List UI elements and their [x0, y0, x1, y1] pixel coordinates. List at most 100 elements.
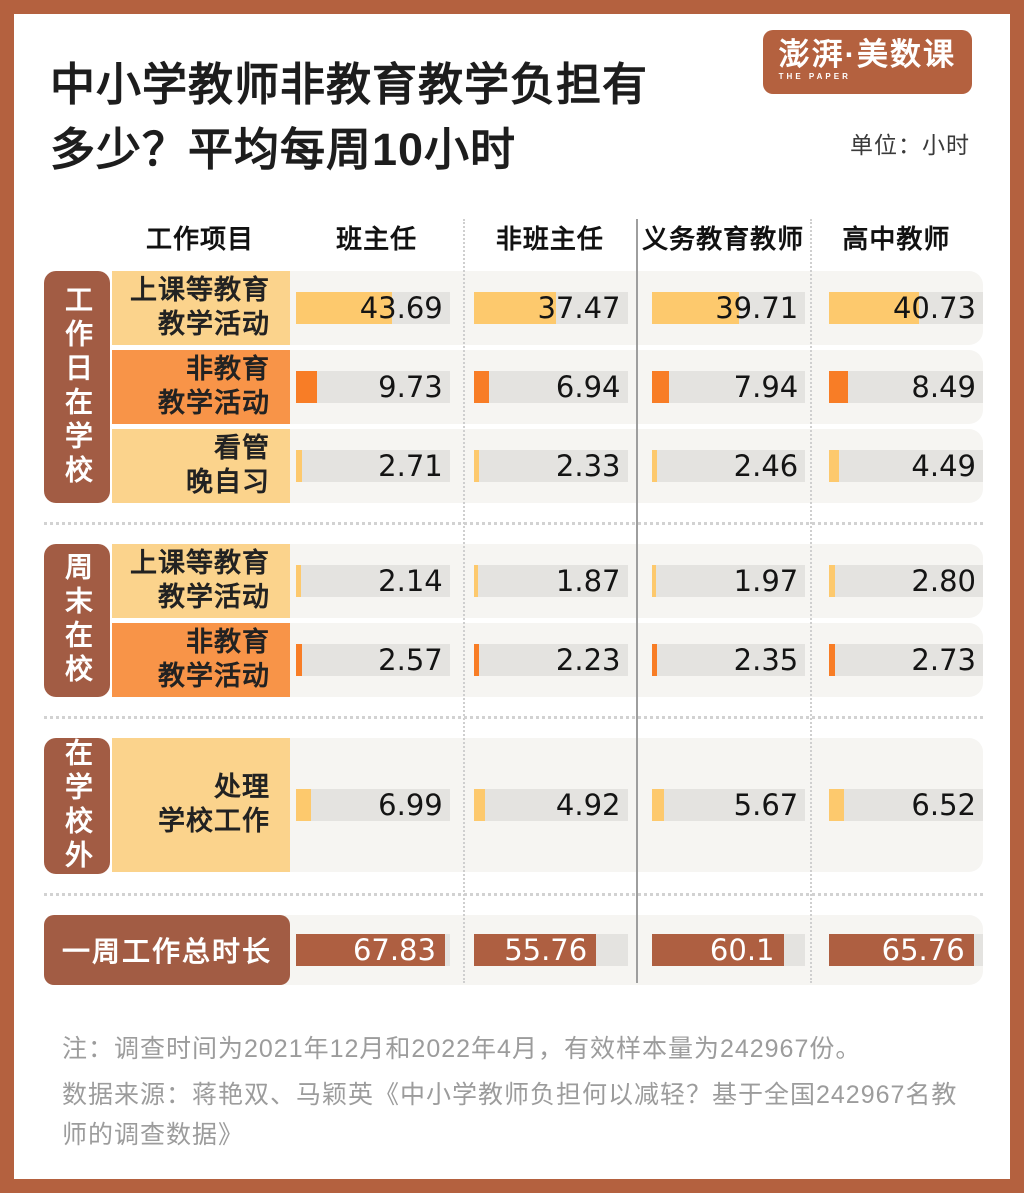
- bar-track: 1.87: [473, 563, 628, 598]
- bar-track: 6.94: [473, 369, 628, 404]
- row-label: 上课等教育 教学活动: [112, 543, 290, 618]
- bar-fill: 60.1: [651, 933, 784, 967]
- bar-track: 67.83: [296, 932, 450, 967]
- bar-value: 8.49: [911, 369, 976, 404]
- row-group: 在学校外 处理 学校工作 6.99 4.92 5.67 6.52: [44, 737, 983, 874]
- note-text: 注：调查时间为2021年12月和2022年4月，有效样本量为242967份。: [62, 1034, 862, 1063]
- bar-track: 2.71: [296, 449, 450, 483]
- group-label: 在学校外: [44, 737, 110, 874]
- bar-track: 2.80: [829, 563, 983, 598]
- the-paper-logo: 澎湃·美数课 THE PAPER: [762, 30, 972, 94]
- masthead: 中小学教师非教育教学负担有 多少？平均每周10小时 澎湃·美数课 THE PAPE…: [14, 14, 1010, 183]
- bar-value: 4.92: [555, 787, 621, 822]
- bar-cell: 2.33: [473, 449, 628, 483]
- bar-track: 2.14: [296, 563, 450, 598]
- bar-track: 40.73: [829, 290, 983, 325]
- bar-value: 1.87: [555, 563, 621, 598]
- bar-value: 2.14: [378, 563, 443, 598]
- row-label-line: 教学活动: [158, 308, 270, 339]
- row-label-line: 上课等教育: [130, 274, 270, 305]
- bar-fill: [651, 788, 664, 821]
- group-separator-total: [44, 892, 983, 896]
- bar-value: 2.73: [911, 642, 976, 677]
- bar-track: 2.57: [296, 643, 450, 677]
- bar-value: 2.35: [733, 642, 799, 677]
- bar-fill: 65.76: [829, 932, 974, 967]
- table-row: 上课等教育 教学活动 43.69 37.47 39.71 40.73: [112, 270, 983, 345]
- bar-value: 7.94: [733, 369, 799, 404]
- bar-value: 4.49: [911, 448, 976, 483]
- row-label-line: 晚自习: [186, 466, 270, 497]
- group-rows: 上课等教育 教学活动 43.69 37.47 39.71 40.73 非教育 教学活动 9.73…: [112, 270, 983, 503]
- bar-fill: [296, 643, 302, 676]
- row-label: 非教育 教学活动: [112, 622, 290, 697]
- column-headers: 班主任 非班主任 义务教育教师 高中教师: [290, 219, 983, 256]
- bar-cell: 7.94: [651, 369, 806, 404]
- table-row: 非教育 教学活动 9.73 6.94 7.94 8.49: [112, 349, 983, 424]
- page-title: 中小学教师非教育教学负担有 多少？平均每周10小时: [50, 52, 974, 183]
- bar-cell: 1.97: [651, 564, 806, 598]
- bar-cell: 8.49: [829, 369, 983, 404]
- row-label: 上课等教育 教学活动: [112, 270, 290, 345]
- table-body: 工作日在学校 上课等教育 教学活动 43.69 37.47 39.71 40.73 非教育 教学…: [44, 270, 983, 874]
- row-bars: 43.69 37.47 39.71 40.73: [290, 271, 983, 345]
- row-bars: 9.73 6.94 7.94 8.49: [290, 350, 983, 424]
- row-label-line: 教学活动: [158, 387, 270, 418]
- bar-cell: 2.23: [473, 643, 628, 677]
- bar-cell: 2.57: [296, 643, 450, 677]
- bar-track: 5.67: [651, 788, 806, 822]
- bar-track: 65.76: [829, 932, 983, 967]
- total-row-label: 一周工作总时长: [44, 914, 290, 985]
- column-header-3: 义务教育教师: [642, 224, 805, 254]
- bar-cell: 60.1: [651, 933, 806, 967]
- bar-cell: 6.94: [473, 369, 628, 404]
- bar-fill: [651, 291, 739, 324]
- bar-cell: 67.83: [296, 932, 450, 967]
- bar-value: 39.71: [715, 290, 799, 325]
- bar-fill: 67.83: [296, 932, 445, 967]
- bar-value: 55.76: [504, 932, 588, 967]
- bar-fill: [651, 564, 656, 597]
- bar-track: 2.33: [473, 449, 628, 483]
- bar-track: 6.52: [829, 788, 983, 822]
- bar-cell: 5.67: [651, 788, 806, 822]
- title-line-2: 多少？平均每周10小时: [50, 124, 517, 176]
- bar-value: 2.80: [911, 563, 976, 598]
- bar-value: 43.69: [359, 290, 443, 325]
- logo-text: 澎湃·美数课: [778, 37, 956, 72]
- column-divider-dashed-2: [810, 218, 812, 983]
- bar-cell: 2.73: [829, 642, 983, 677]
- bar-fill: [296, 564, 301, 597]
- bar-track: 4.92: [473, 787, 628, 822]
- row-label: 非教育 教学活动: [112, 349, 290, 424]
- row-bars: 2.57 2.23 2.35 2.73: [290, 623, 983, 697]
- bar-value: 67.83: [352, 932, 436, 967]
- bar-fill: [473, 449, 479, 482]
- row-group: 工作日在学校 上课等教育 教学活动 43.69 37.47 39.71 40.73 非教育 教学…: [44, 270, 983, 503]
- table-row: 非教育 教学活动 2.57 2.23 2.35 2.73: [112, 622, 983, 697]
- bar-track: 8.49: [829, 369, 983, 404]
- bar-value: 65.76: [881, 932, 965, 967]
- row-label-line: 看管: [214, 432, 270, 463]
- table-row: 看管 晚自习 2.71 2.33 2.46 4.49: [112, 428, 983, 503]
- table-row: 上课等教育 教学活动 2.14 1.87 1.97 2.80: [112, 543, 983, 618]
- group-label: 周末在校: [44, 543, 110, 697]
- bar-fill: [651, 643, 657, 676]
- bar-cell: 2.71: [296, 449, 450, 483]
- group-label: 工作日在学校: [44, 270, 110, 503]
- total-row: 一周工作总时长 67.83 55.76 60.1 65.76: [44, 914, 983, 985]
- bar-cell: 37.47: [473, 291, 628, 325]
- bar-value: 40.73: [892, 290, 976, 325]
- row-group: 周末在校 上课等教育 教学活动 2.14 1.87 1.97 2.80 非教育 教学活动 2.57…: [44, 543, 983, 697]
- bar-cell: 2.80: [829, 563, 983, 598]
- bar-track: 37.47: [473, 291, 628, 325]
- bar-value: 6.94: [555, 369, 621, 404]
- bar-fill: [829, 788, 844, 821]
- bar-cell: 2.46: [651, 449, 806, 483]
- footer-notes: 注：调查时间为2021年12月和2022年4月，有效样本量为242967份。 数…: [62, 1029, 970, 1155]
- bar-track: 60.1: [651, 933, 806, 967]
- row-label-line: 学校工作: [158, 805, 270, 836]
- bar-fill: [473, 564, 478, 597]
- chart-table: 工作项目 班主任 非班主任 义务教育教师 高中教师 工作日在学校 上课等教育 教学活动 43…: [44, 217, 983, 985]
- column-header-1: 班主任: [336, 224, 418, 254]
